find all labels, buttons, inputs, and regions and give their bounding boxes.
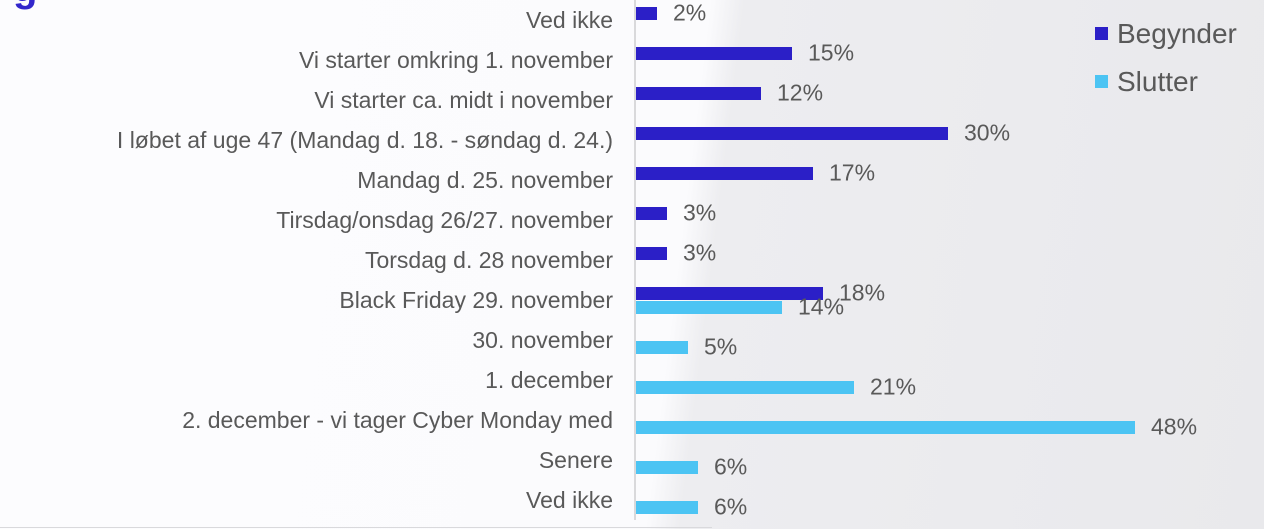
bar-area: 3% bbox=[636, 240, 1264, 280]
chart-row: Tirsdag/onsdag 26/27. november 3% bbox=[0, 200, 1264, 240]
bar-area: 5% bbox=[636, 320, 1264, 360]
chart-row: Senere 6% bbox=[0, 440, 1264, 480]
bar-slutter[interactable] bbox=[636, 460, 698, 474]
value-label: 3% bbox=[683, 239, 717, 266]
bar-area: 18% 14% bbox=[636, 280, 1264, 320]
bar-area: 2% bbox=[636, 0, 1264, 40]
value-label: 15% bbox=[808, 39, 855, 66]
legend-swatch-begynder-icon bbox=[1095, 27, 1108, 40]
value-label: 17% bbox=[829, 159, 876, 186]
bar-slutter[interactable] bbox=[636, 500, 698, 514]
value-label: 18% bbox=[839, 279, 886, 306]
bar-area: 15% bbox=[636, 40, 1264, 80]
category-label: I løbet af uge 47 (Mandag d. 18. - sønda… bbox=[116, 127, 613, 153]
value-label: 2% bbox=[673, 0, 707, 26]
category-label: 2. december - vi tager Cyber Monday med bbox=[182, 407, 613, 433]
category-label: 1. december bbox=[485, 367, 613, 393]
bar-area: 3% bbox=[636, 200, 1264, 240]
value-label: 3% bbox=[683, 199, 717, 226]
bar-begynder[interactable] bbox=[636, 286, 823, 300]
legend-label-slutter: Slutter bbox=[1117, 65, 1198, 97]
category-label: Ved ikke bbox=[526, 487, 613, 513]
bar-slutter[interactable] bbox=[636, 420, 1135, 434]
chart-row: I løbet af uge 47 (Mandag d. 18. - sønda… bbox=[0, 120, 1264, 160]
bar-area: 12% bbox=[636, 80, 1264, 120]
value-label: 21% bbox=[870, 373, 917, 400]
category-label: Senere bbox=[538, 447, 613, 473]
legend-swatch-slutter-icon bbox=[1095, 75, 1108, 88]
value-label: 12% bbox=[777, 79, 824, 106]
chart-row: Vi starter ca. midt i november 12% bbox=[0, 80, 1264, 120]
category-label: Mandag d. 25. november bbox=[357, 167, 613, 193]
value-label: 6% bbox=[714, 453, 748, 480]
bar-slutter[interactable] bbox=[636, 380, 854, 394]
bar-area: 6% bbox=[636, 480, 1264, 520]
category-label: Ved ikke bbox=[526, 7, 613, 33]
bar-area: 48% bbox=[636, 400, 1264, 440]
chart-row: Ved ikke 2% bbox=[0, 0, 1264, 40]
category-label: Black Friday 29. november bbox=[339, 287, 613, 313]
bar-slutter[interactable] bbox=[636, 340, 688, 354]
bar-begynder[interactable] bbox=[636, 46, 792, 60]
category-label: Tirsdag/onsdag 26/27. november bbox=[276, 207, 613, 233]
clipped-title-fragment: g bbox=[0, 0, 120, 12]
legend-item-begynder[interactable]: Begynder bbox=[1095, 17, 1237, 49]
value-label: 48% bbox=[1151, 413, 1198, 440]
value-label: 5% bbox=[704, 333, 738, 360]
value-label: 6% bbox=[714, 493, 748, 520]
bottom-divider bbox=[0, 527, 712, 528]
category-label: Vi starter omkring 1. november bbox=[298, 47, 613, 73]
chart-row: 30. november 5% bbox=[0, 320, 1264, 360]
chart-row: Vi starter omkring 1. november 15% bbox=[0, 40, 1264, 80]
chart-row: Black Friday 29. november 18% 14% bbox=[0, 280, 1264, 320]
y-axis-line bbox=[634, 0, 636, 520]
value-label: 14% bbox=[798, 293, 845, 320]
chart-row: Torsdag d. 28 november 3% bbox=[0, 240, 1264, 280]
bar-begynder[interactable] bbox=[636, 206, 667, 220]
category-label: Torsdag d. 28 november bbox=[364, 247, 613, 273]
legend: Begynder Slutter bbox=[1095, 17, 1237, 116]
chart-row: 2. december - vi tager Cyber Monday med … bbox=[0, 400, 1264, 440]
bar-slutter[interactable] bbox=[636, 300, 782, 314]
chart-row: Ved ikke 6% bbox=[0, 480, 1264, 520]
category-label: Vi starter ca. midt i november bbox=[314, 87, 613, 113]
bar-area: 6% bbox=[636, 440, 1264, 480]
bar-begynder[interactable] bbox=[636, 6, 657, 20]
chart-row: 1. december 21% bbox=[0, 360, 1264, 400]
bar-begynder[interactable] bbox=[636, 166, 813, 180]
bar-area: 17% bbox=[636, 160, 1264, 200]
legend-label-begynder: Begynder bbox=[1117, 17, 1237, 49]
bar-begynder[interactable] bbox=[636, 126, 948, 140]
value-label: 30% bbox=[964, 119, 1011, 146]
legend-item-slutter[interactable]: Slutter bbox=[1095, 65, 1237, 97]
bar-area: 30% bbox=[636, 120, 1264, 160]
chart-row: Mandag d. 25. november 17% bbox=[0, 160, 1264, 200]
bar-area: 21% bbox=[636, 360, 1264, 400]
bar-begynder[interactable] bbox=[636, 86, 761, 100]
bar-begynder[interactable] bbox=[636, 246, 667, 260]
category-label: 30. november bbox=[472, 327, 613, 353]
